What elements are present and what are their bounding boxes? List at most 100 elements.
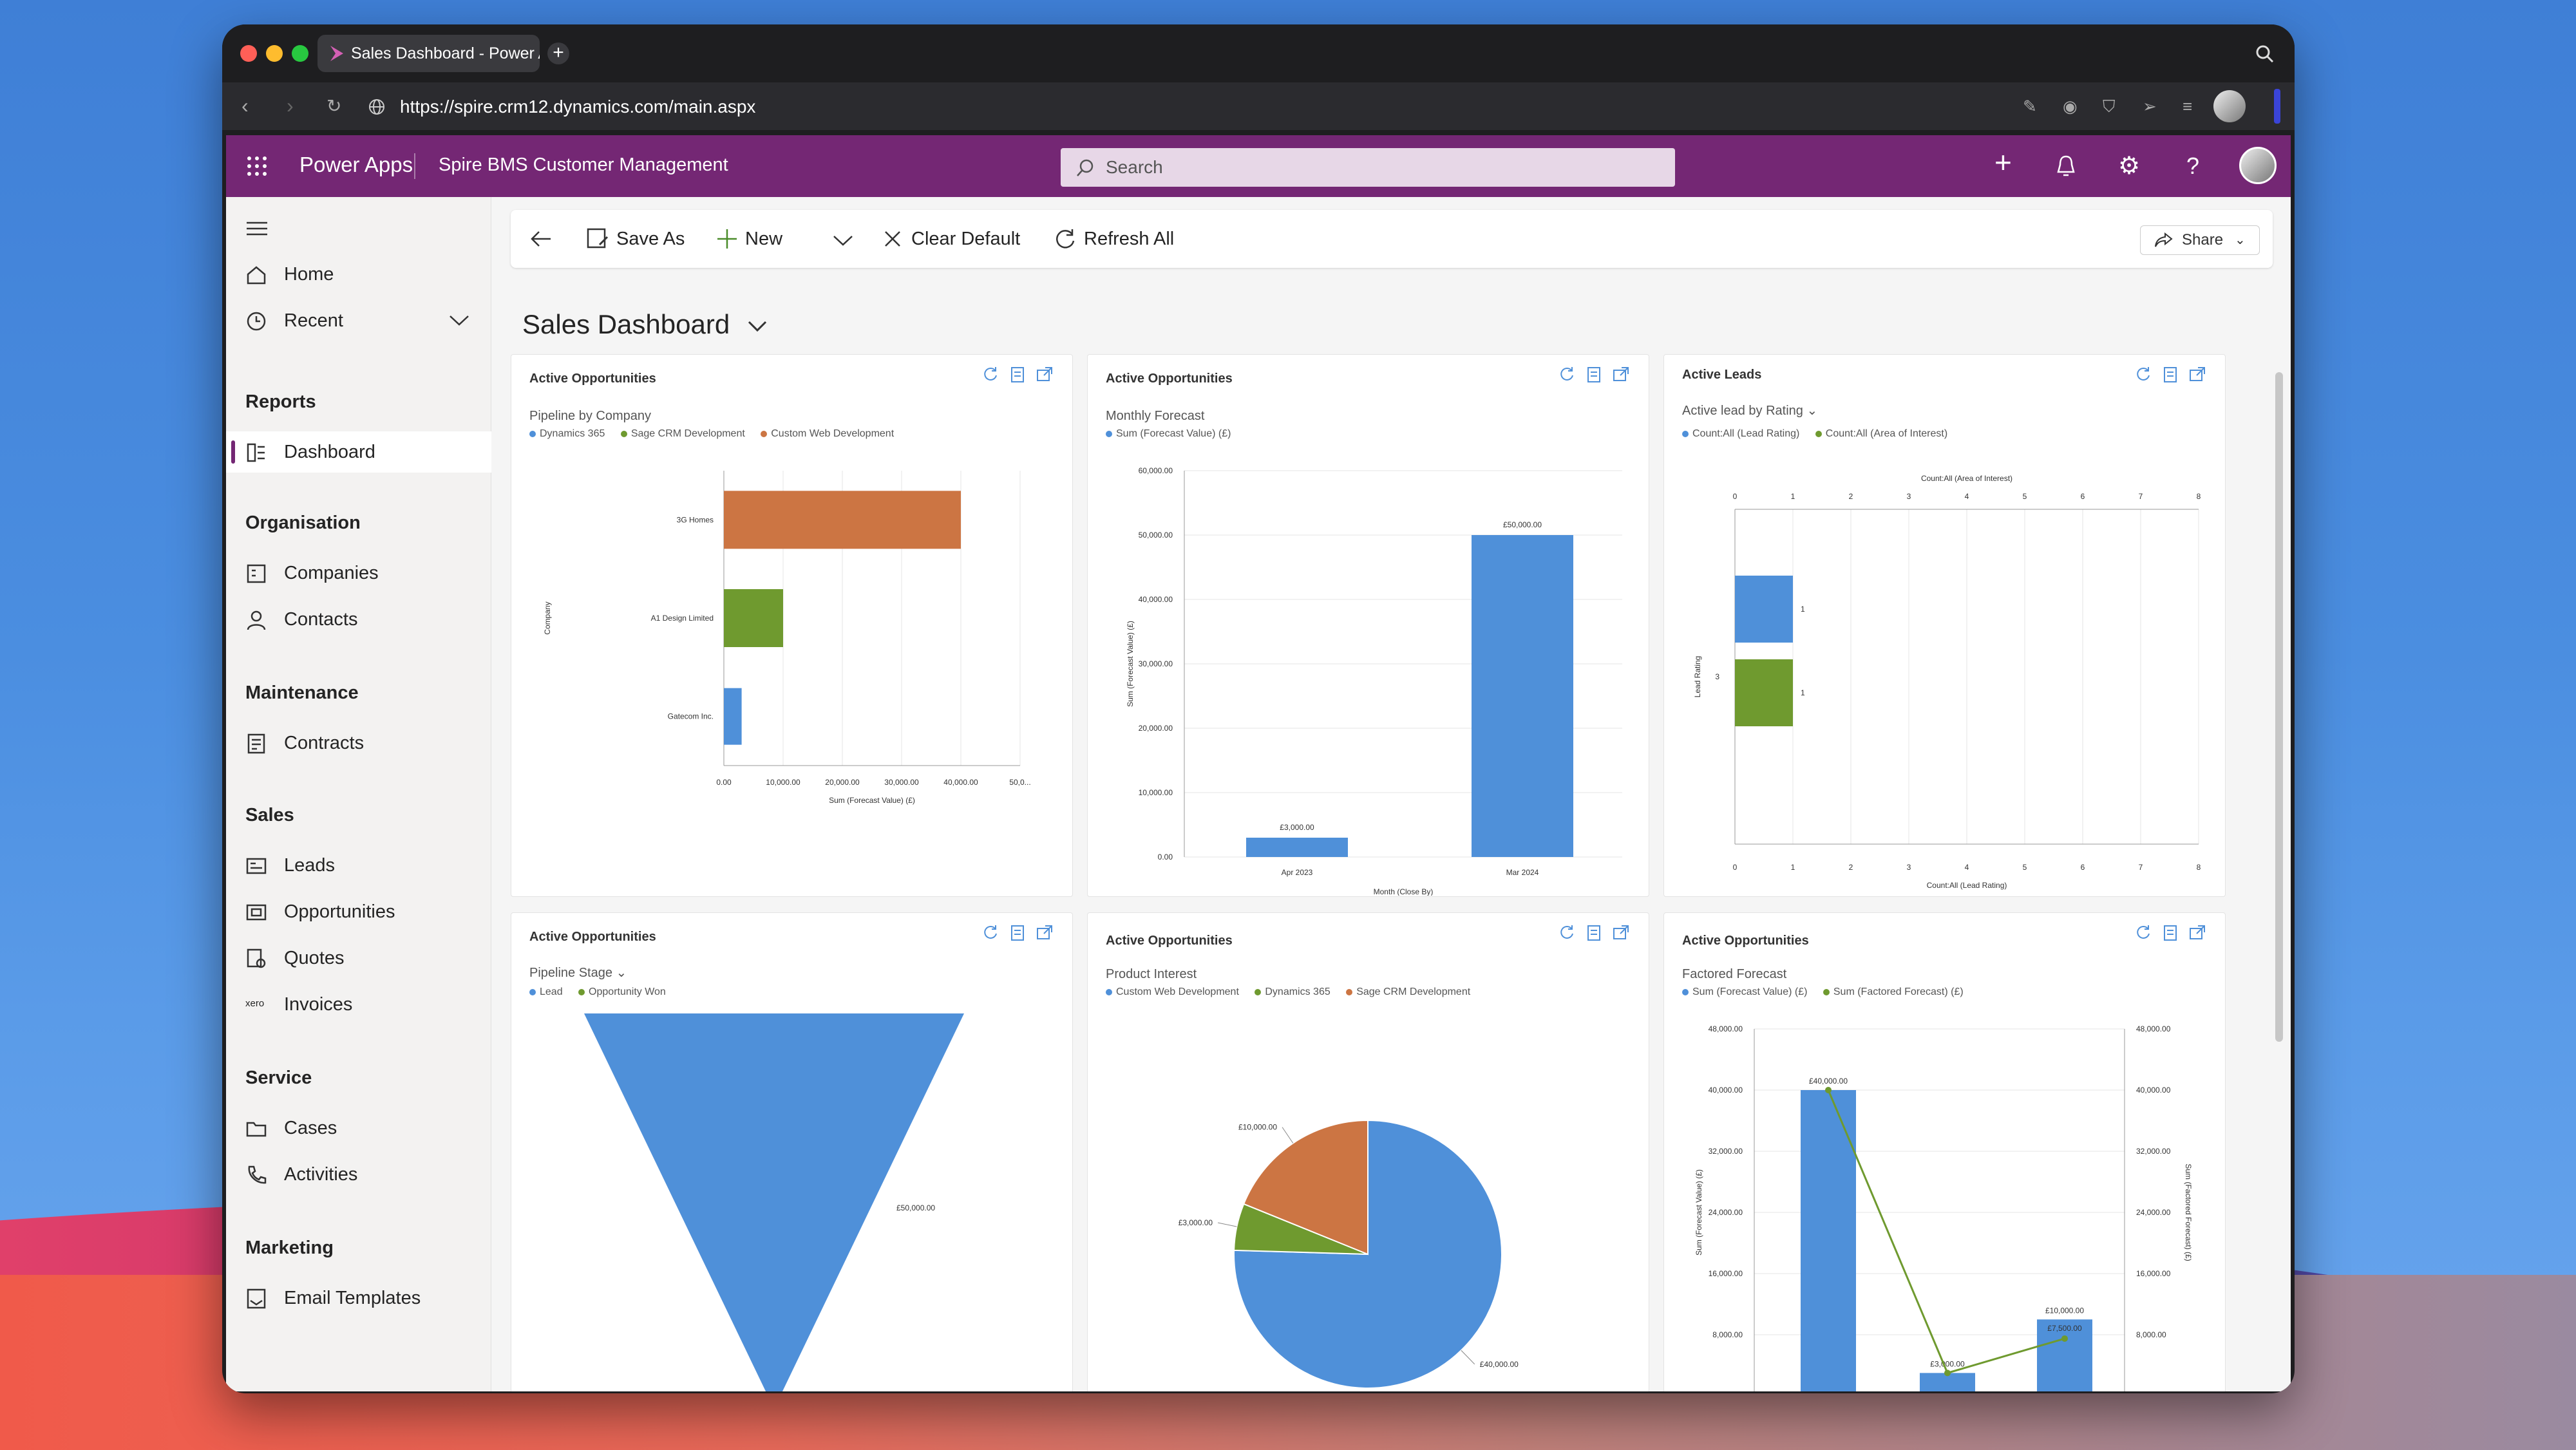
app-name[interactable]: Spire BMS Customer Management: [439, 155, 728, 175]
sidebar-item-leads[interactable]: Leads: [226, 845, 491, 886]
url-text[interactable]: https://spire.crm12.dynamics.com/main.as…: [400, 97, 756, 117]
sidebar-item-quotes[interactable]: Quotes: [226, 937, 491, 979]
clear-default-label: Clear Default: [911, 229, 1021, 249]
legend-item[interactable]: Opportunity Won: [578, 986, 666, 998]
share-button[interactable]: Share ⌄: [2140, 225, 2260, 255]
chart-view-selector[interactable]: Pipeline Stage ⌄: [529, 965, 627, 981]
sidebar-item-recent[interactable]: Recent: [226, 300, 491, 341]
y2-tick-label: 16,000.00: [2136, 1269, 2171, 1278]
back-arrow-icon[interactable]: ‹: [242, 94, 249, 117]
app-launcher-icon[interactable]: [245, 155, 269, 178]
expand-chart-icon[interactable]: [2189, 366, 2206, 383]
back-arrow-icon[interactable]: [530, 229, 552, 249]
chart-card-monthly-forecast: Active Opportunities Monthly Forecast Su…: [1087, 354, 1649, 897]
top-tick-label: 3: [1907, 492, 1911, 501]
refresh-icon[interactable]: [2135, 925, 2152, 941]
refresh-all-button[interactable]: Refresh All: [1049, 210, 1174, 268]
bar: [724, 688, 742, 745]
legend-item[interactable]: Count:All (Area of Interest): [1815, 428, 1947, 440]
brand-label[interactable]: Power Apps: [299, 153, 413, 176]
new-tab-button[interactable]: +: [547, 42, 569, 64]
x-axis-title: Month (Close By): [1374, 887, 1434, 896]
search-icon[interactable]: [2255, 44, 2275, 64]
legend-item[interactable]: Dynamics 365: [529, 428, 605, 440]
sidebar-item-contracts[interactable]: Contracts: [226, 722, 491, 764]
x-tick-label: Apr 2023: [1282, 868, 1313, 877]
user-avatar[interactable]: [2239, 147, 2277, 184]
view-records-icon[interactable]: [1586, 925, 1602, 941]
legend-item[interactable]: Sum (Factored Forecast) (£): [1823, 986, 1964, 998]
chevron-down-icon[interactable]: [833, 234, 853, 247]
send-icon[interactable]: ➢: [2143, 97, 2157, 116]
refresh-icon[interactable]: [1558, 925, 1575, 941]
sidebar-item-dashboard[interactable]: Dashboard: [226, 431, 491, 473]
section-header-organisation: Organisation: [245, 513, 361, 533]
hamburger-menu-icon[interactable]: [245, 219, 269, 238]
chart-view-selector[interactable]: Active lead by Rating ⌄: [1682, 402, 1817, 419]
refresh-icon[interactable]: [1558, 366, 1575, 383]
legend-item[interactable]: Dynamics 365: [1255, 986, 1331, 998]
browser-tab[interactable]: Sales Dashboard - Power Apps: [317, 35, 540, 72]
bottom-tick-label: 0: [1733, 863, 1738, 872]
opportunity-icon: [246, 904, 267, 921]
close-window-button[interactable]: [240, 45, 257, 62]
top-axis-title: Count:All (Area of Interest): [1921, 474, 2012, 483]
x-axis-title: Sum (Forecast Value) (£): [829, 796, 915, 805]
clear-default-button[interactable]: Clear Default: [876, 210, 1020, 268]
expand-chart-icon[interactable]: [1613, 366, 1629, 383]
expand-chart-icon[interactable]: [2189, 925, 2206, 941]
add-icon[interactable]: +: [1994, 146, 2012, 179]
view-records-icon[interactable]: [2162, 925, 2179, 941]
edit-icon[interactable]: ✎: [2023, 97, 2037, 116]
refresh-icon[interactable]: [2135, 366, 2152, 383]
chart-legend: Custom Web Development Dynamics 365 Sage…: [1106, 986, 1483, 998]
view-records-icon[interactable]: [2162, 366, 2179, 383]
legend-item[interactable]: Count:All (Lead Rating): [1682, 428, 1799, 440]
dashboard-title[interactable]: Sales Dashboard: [522, 309, 767, 340]
maximize-window-button[interactable]: [292, 45, 308, 62]
sidebar-item-opportunities[interactable]: Opportunities: [226, 891, 491, 932]
sidebar-item-cases[interactable]: Cases: [226, 1107, 491, 1149]
view-records-icon[interactable]: [1586, 366, 1602, 383]
refresh-icon[interactable]: [982, 925, 999, 941]
scrollbar[interactable]: [2275, 372, 2283, 1042]
expand-chart-icon[interactable]: [1036, 366, 1053, 383]
sidebar-item-invoices[interactable]: xero Invoices: [226, 984, 491, 1025]
legend-item[interactable]: Custom Web Development: [1106, 986, 1239, 998]
forward-arrow-icon[interactable]: ›: [287, 94, 294, 117]
view-records-icon[interactable]: [1009, 366, 1026, 383]
dashboard-title-text: Sales Dashboard: [522, 309, 730, 339]
refresh-icon[interactable]: [982, 366, 999, 383]
chevron-down-icon[interactable]: [748, 320, 767, 333]
legend-item[interactable]: Custom Web Development: [761, 428, 894, 440]
legend-item[interactable]: Sum (Forecast Value) (£): [1106, 428, 1231, 440]
legend-item[interactable]: Sage CRM Development: [1346, 986, 1470, 998]
menu-icon[interactable]: ≡: [2183, 97, 2193, 116]
sidebar-item-contacts[interactable]: Contacts: [226, 599, 491, 640]
help-icon[interactable]: ?: [2186, 153, 2200, 179]
minimize-window-button[interactable]: [266, 45, 283, 62]
expand-chart-icon[interactable]: [1036, 925, 1053, 941]
sidebar-item-home[interactable]: Home: [226, 254, 491, 295]
folder-icon: [246, 1122, 267, 1137]
reload-icon[interactable]: ↻: [327, 96, 342, 116]
browser-profile-avatar[interactable]: [2213, 90, 2246, 122]
sidebar-item-activities[interactable]: Activities: [226, 1154, 491, 1195]
bell-icon[interactable]: [2055, 155, 2077, 178]
settings-gear-icon[interactable]: ⚙: [2118, 153, 2141, 180]
new-button[interactable]: New: [710, 210, 782, 268]
view-records-icon[interactable]: [1009, 925, 1026, 941]
search-input[interactable]: Search: [1061, 148, 1675, 187]
shield-icon[interactable]: ⛉: [2103, 97, 2116, 116]
expand-chart-icon[interactable]: [1613, 925, 1629, 941]
sidebar-toggle[interactable]: [2274, 89, 2280, 124]
legend-item[interactable]: Sage CRM Development: [620, 428, 745, 440]
save-as-button[interactable]: Save As: [582, 210, 685, 268]
chart-card-factored-forecast: Active Opportunities Factored Forecast S…: [1663, 912, 2226, 1391]
chevron-down-icon[interactable]: [449, 314, 469, 327]
legend-item[interactable]: Sum (Forecast Value) (£): [1682, 986, 1807, 998]
sidebar-item-companies[interactable]: Companies: [226, 552, 491, 594]
legend-item[interactable]: Lead: [529, 986, 563, 998]
sidebar-item-email-templates[interactable]: Email Templates: [226, 1277, 491, 1319]
camera-icon[interactable]: ◉: [2063, 97, 2078, 116]
